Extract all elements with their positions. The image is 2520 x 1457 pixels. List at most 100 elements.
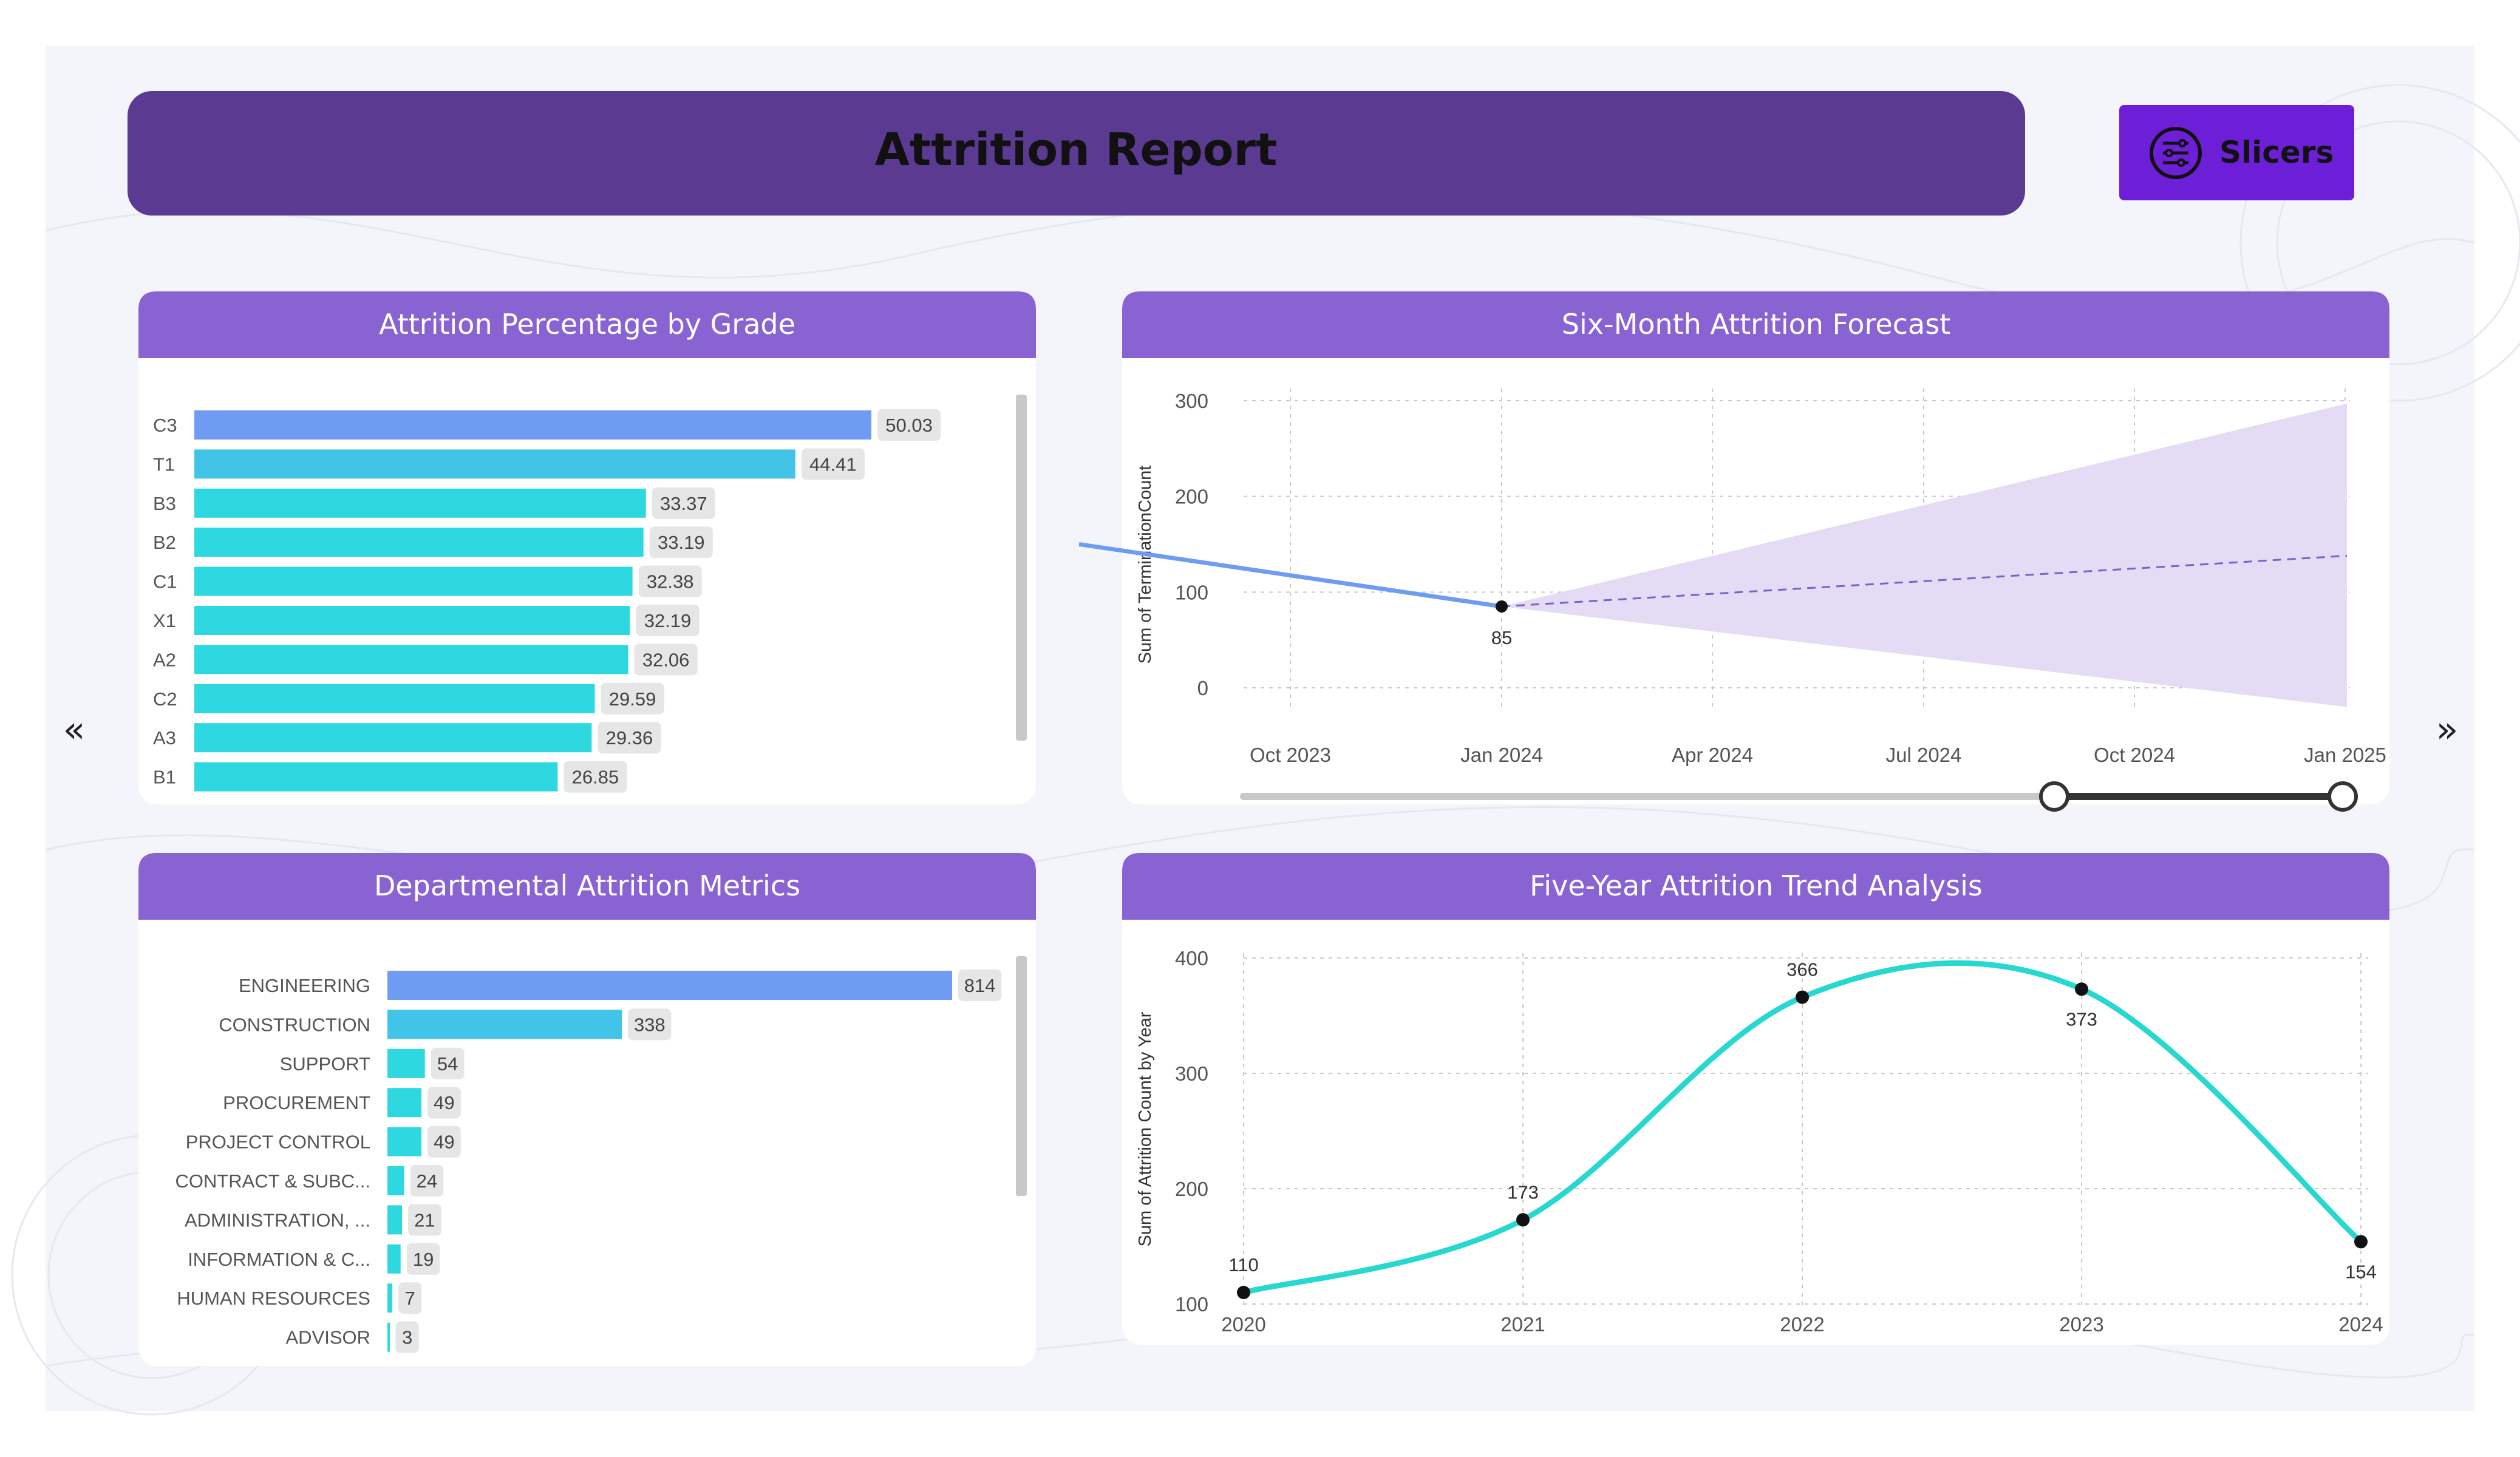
data-label: 32.19 — [644, 610, 692, 631]
slicers-button[interactable]: Slicers — [2119, 105, 2354, 200]
bar[interactable] — [194, 723, 592, 753]
bar-category-label: A2 — [153, 649, 176, 670]
data-point[interactable] — [1796, 990, 1809, 1004]
dept-chart-title: Departmental Attrition Metrics — [374, 869, 800, 902]
trend-chart-panel: Five-Year Attrition Trend Analysis 400 30… — [1122, 853, 2389, 1345]
x-tick-label: 2022 — [1780, 1313, 1824, 1336]
forecast-confidence-band — [1502, 403, 2347, 707]
y-tick-label: 100 — [1175, 581, 1208, 603]
data-label: 154 — [2345, 1261, 2377, 1282]
x-tick-label: Oct 2024 — [2094, 744, 2175, 766]
bar[interactable] — [387, 1048, 425, 1078]
data-label: 85 — [1491, 627, 1512, 648]
bar[interactable] — [387, 1010, 622, 1039]
data-label: 21 — [414, 1209, 435, 1231]
bar[interactable] — [387, 971, 952, 1000]
bar-category-label: T1 — [153, 453, 175, 475]
y-tick-label: 200 — [1175, 1178, 1208, 1200]
data-label-background — [398, 1282, 422, 1314]
bar[interactable] — [194, 762, 558, 792]
data-point[interactable] — [1516, 1213, 1530, 1227]
bar-category-label: C3 — [153, 415, 177, 436]
bar[interactable] — [194, 410, 871, 440]
bar[interactable] — [194, 488, 646, 518]
data-label: 29.36 — [606, 727, 653, 749]
bar[interactable] — [194, 606, 630, 635]
next-page-icon[interactable]: » — [2436, 708, 2459, 751]
data-point[interactable] — [1237, 1286, 1250, 1299]
grade-chart-title: Attrition Percentage by Grade — [379, 308, 795, 341]
data-label-background — [634, 644, 698, 676]
bar[interactable] — [194, 684, 595, 713]
data-label: 29.59 — [609, 688, 656, 710]
forecast-panel-header — [1122, 291, 2389, 358]
bar-category-label: A3 — [153, 727, 176, 749]
header-bar — [128, 91, 2025, 216]
data-label-background — [958, 970, 1002, 1001]
bar-category-label: CONSTRUCTION — [219, 1014, 370, 1035]
data-label: 7 — [405, 1288, 415, 1309]
data-point[interactable] — [1496, 600, 1508, 613]
bar[interactable] — [387, 1127, 421, 1156]
data-label-background — [652, 487, 715, 519]
data-label: 814 — [964, 975, 996, 996]
y-tick-label: 100 — [1175, 1293, 1208, 1316]
bar[interactable] — [194, 645, 628, 674]
forecast-chart-title: Six-Month Attrition Forecast — [1562, 308, 1950, 341]
data-label: 19 — [413, 1249, 434, 1270]
bar[interactable] — [387, 1322, 390, 1352]
forecast-chart-panel: Six-Month Attrition Forecast 300 200 100 0 O… — [1078, 291, 2389, 812]
x-tick-label: Jul 2024 — [1886, 744, 1962, 766]
grade-scrollbar[interactable] — [1016, 395, 1027, 741]
bar[interactable] — [387, 1088, 421, 1118]
forecast-y-axis-title: Sum of TerminationCount — [1136, 466, 1155, 664]
bar-category-label: PROCUREMENT — [223, 1092, 370, 1113]
trend-plot: 110 173 366 373 154 — [1228, 959, 2377, 1299]
bar[interactable] — [194, 449, 795, 479]
data-label-background — [801, 448, 865, 480]
data-label-background — [427, 1126, 461, 1158]
data-label: 32.06 — [642, 649, 690, 670]
bar-category-label: ADVISOR — [285, 1327, 370, 1348]
bar-category-label: B3 — [153, 493, 176, 514]
actual-line — [1078, 542, 1502, 609]
data-label-background — [598, 722, 661, 754]
bar-category-label: SUPPORT — [280, 1053, 370, 1075]
x-tick-label: 2020 — [1221, 1313, 1265, 1336]
dept-scrollbar[interactable] — [1016, 956, 1027, 1196]
data-label: 338 — [634, 1014, 666, 1035]
bar[interactable] — [194, 528, 644, 557]
data-label: 49 — [434, 1092, 454, 1113]
x-tick-label: 2021 — [1500, 1313, 1545, 1336]
grade-bars: C3 50.03 T1 44.41 B3 33.37 B2 33.19 C1 32.38 X1 32.… — [153, 409, 941, 793]
forecast-plot: 85 — [1078, 403, 2348, 707]
bar[interactable] — [387, 1283, 392, 1313]
x-tick-label: 2024 — [2338, 1313, 2383, 1336]
data-label: 54 — [437, 1053, 458, 1075]
data-label-background — [564, 761, 627, 793]
data-label: 33.19 — [658, 532, 705, 553]
sliders-icon — [2150, 127, 2202, 179]
bar[interactable] — [387, 1244, 401, 1274]
slider-start-handle[interactable] — [2039, 781, 2069, 812]
data-label-background — [427, 1087, 461, 1119]
data-label: 50.03 — [885, 415, 933, 436]
trend-y-axis-title: Sum of Attrition Count by Year — [1136, 1011, 1155, 1246]
bar[interactable] — [387, 1205, 402, 1235]
bar-category-label: PROJECT CONTROL — [186, 1132, 370, 1153]
bar-category-label: ADMINISTRATION, ... — [185, 1209, 370, 1231]
bar-category-label: B1 — [153, 767, 176, 788]
x-tick-label: Apr 2024 — [1672, 744, 1753, 766]
bar[interactable] — [194, 566, 633, 596]
y-tick-label: 200 — [1175, 486, 1208, 508]
data-point[interactable] — [2075, 982, 2088, 996]
bar[interactable] — [387, 1166, 404, 1195]
slider-end-handle[interactable] — [2328, 781, 2358, 812]
prev-page-icon[interactable]: « — [63, 708, 86, 751]
bar-category-label: X1 — [153, 610, 176, 631]
forecast-range-slider[interactable] — [1240, 781, 2358, 812]
data-label: 33.37 — [660, 493, 707, 514]
data-point[interactable] — [2354, 1235, 2368, 1249]
data-label: 366 — [1786, 959, 1818, 980]
